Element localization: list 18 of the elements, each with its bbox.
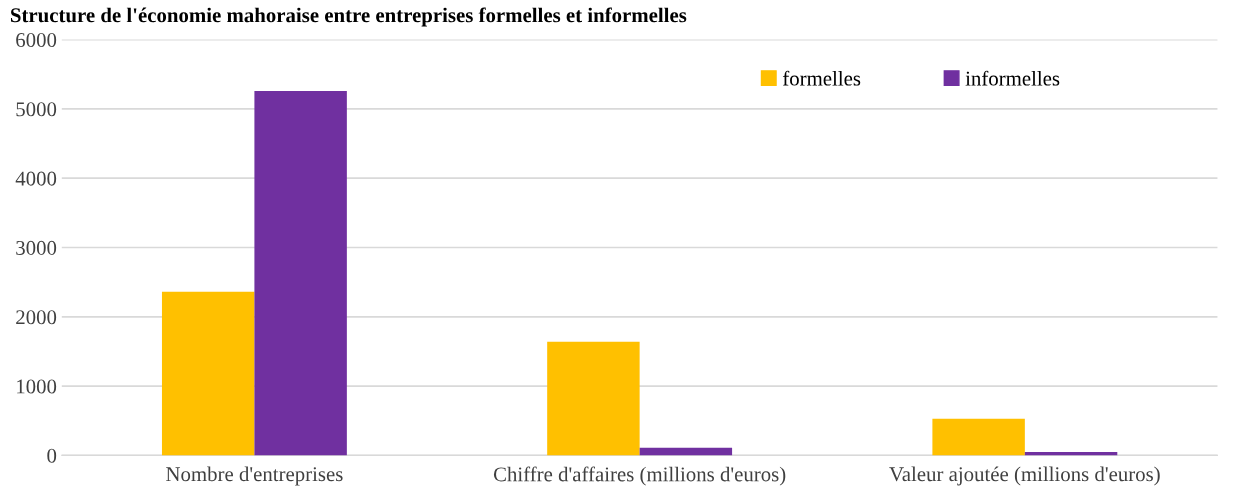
x-tick-label: Valeur ajoutée (millions d'euros) <box>889 466 1160 486</box>
bar <box>254 90 347 456</box>
y-tick-label: 1000 <box>17 379 57 394</box>
bar <box>547 341 640 456</box>
bar <box>932 418 1025 456</box>
y-tick-label: 4000 <box>15 171 57 186</box>
legend-label: formelles <box>782 70 861 86</box>
bar <box>161 291 255 456</box>
y-tick-label: 2000 <box>16 310 57 325</box>
x-tick-label: Chiffre d'affaires (millions d'euros) <box>493 466 786 486</box>
bar <box>639 447 733 456</box>
y-tick-label: 5000 <box>16 102 57 117</box>
y-tick-label: 0 <box>47 448 57 463</box>
y-tick-label: 3000 <box>16 240 57 255</box>
x-tick-label: Nombre d'entreprises <box>166 466 343 486</box>
y-tick-label: 6000 <box>16 32 57 48</box>
legend-label: informelles <box>965 70 1060 86</box>
chart-title: Structure de l'économie mahoraise entre entreprises formelles et informelles <box>11 7 687 27</box>
